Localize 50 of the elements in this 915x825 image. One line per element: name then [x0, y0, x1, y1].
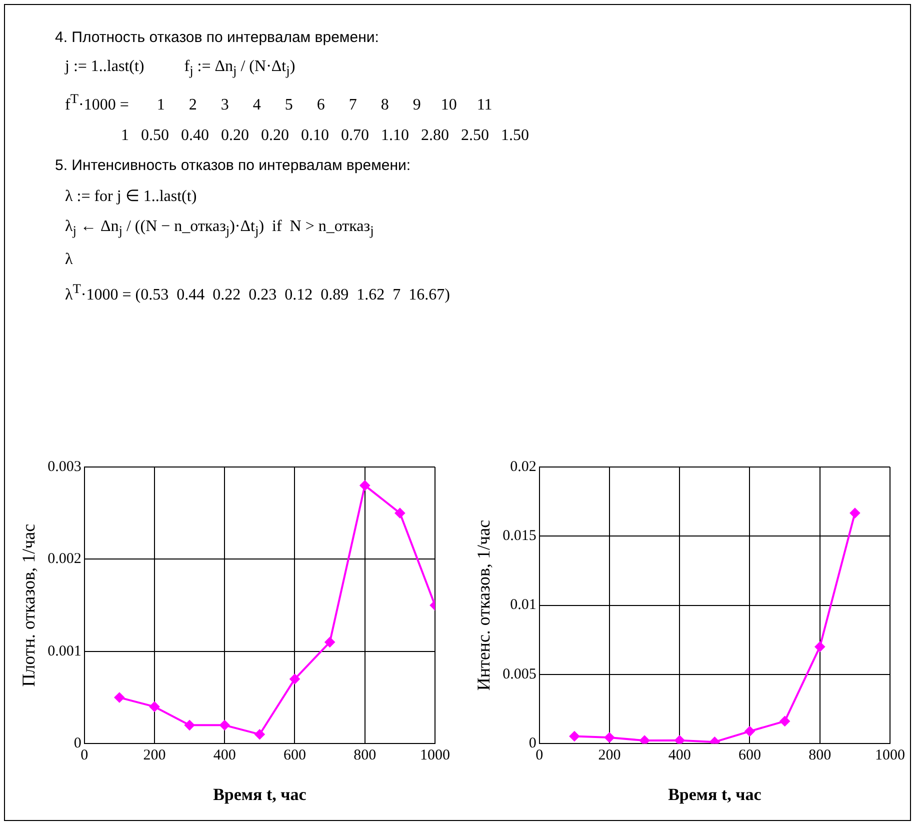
text: 1 0.50 0.40 0.20 0.20 0.10 0.70 1.10 2.80 2.50 1.50	[120, 126, 530, 145]
text: λ	[64, 250, 74, 269]
text: 5. Интенсивность отказов по интервалам времени:	[55, 156, 412, 174]
y-tick-label: 0	[528, 736, 536, 752]
point	[744, 726, 755, 736]
point	[360, 480, 370, 490]
x-tick-label: 400	[213, 748, 236, 764]
point	[640, 736, 650, 744]
y-axis-title: Плотн. отказов, 1/час	[18, 524, 39, 687]
x-tick-label: 200	[598, 748, 621, 764]
point	[184, 720, 195, 730]
point	[220, 720, 230, 730]
text: λ := for j ∈ 1..last(t)	[64, 186, 198, 206]
text: f$^{T}$·1000 = 1 2 3 4 5 6 7 8 9 10 11	[64, 91, 494, 115]
y-tick-label: 0.001	[48, 643, 82, 660]
x-axis-title: Время t, час	[213, 785, 307, 804]
y-tick-label: 0.015	[502, 528, 536, 544]
x-tick-label: 200	[143, 748, 166, 764]
point	[814, 642, 825, 652]
x-tick-label: 600	[283, 748, 306, 764]
point	[394, 508, 405, 518]
text: 4. Плотность отказов по интервалам времени:	[55, 29, 380, 46]
point	[114, 692, 124, 702]
y-tick-label: 0.02	[510, 458, 536, 475]
x-tick-label: 400	[668, 748, 691, 764]
point	[324, 637, 335, 648]
point	[569, 731, 580, 742]
point	[780, 716, 790, 726]
y-axis-title: Интенс. отказов, 1/час	[474, 520, 494, 691]
point	[850, 508, 860, 518]
text: λ$_{j}$ ← Δn$_{j}$ / ((N − n_отказ$_{j}$)·Δt$_{j}$) if N > n_отказ$_{j}$	[65, 218, 374, 238]
text: j := 1..last(t) f$_{j}$ := Δn$_{j}$ / (N·Δt$_{j}$)	[64, 58, 296, 80]
x-tick-label: 600	[738, 748, 761, 764]
point	[290, 674, 300, 684]
point	[149, 702, 160, 712]
point	[710, 736, 720, 744]
x-tick-label: 800	[808, 748, 832, 764]
point	[604, 732, 614, 743]
y-tick-label: 0.01	[510, 597, 536, 614]
x-tick-label: 1000	[420, 748, 450, 764]
y-tick-label: 0.002	[48, 551, 82, 568]
x-axis-title: Время t, час	[668, 785, 762, 804]
x-tick-label: 800	[354, 748, 376, 764]
y-tick-label: 0.003	[48, 458, 82, 475]
y-tick-label: 0.005	[502, 666, 536, 682]
point	[254, 729, 265, 740]
point	[674, 735, 685, 744]
x-tick-label: 1000	[875, 748, 905, 764]
y-tick-label: 0	[74, 736, 82, 752]
text: λ$^{T}$·1000 = (0.53 0.44 0.22 0.23 0.12 0.89 1.62 7 16.67)	[64, 280, 451, 304]
